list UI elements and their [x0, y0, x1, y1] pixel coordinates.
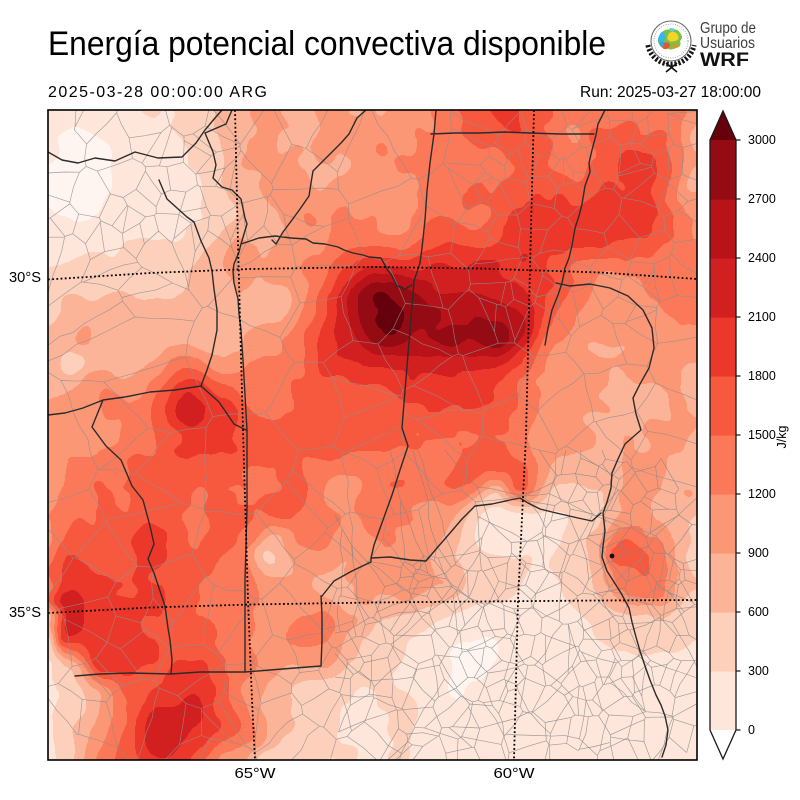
svg-text:600: 600	[748, 605, 769, 619]
svg-text:300: 300	[748, 664, 769, 678]
svg-text:60°W: 60°W	[494, 766, 535, 782]
svg-text:3000: 3000	[748, 133, 776, 147]
svg-text:Usuarios: Usuarios	[700, 35, 755, 52]
svg-text:2700: 2700	[748, 192, 776, 206]
svg-text:1800: 1800	[748, 369, 776, 383]
svg-text:Run: 2025-03-27 18:00:00: Run: 2025-03-27 18:00:00	[580, 84, 761, 101]
svg-text:0: 0	[748, 723, 755, 737]
svg-text:2025-03-28 00:00:00 ARG: 2025-03-28 00:00:00 ARG	[48, 84, 267, 101]
svg-text:65°W: 65°W	[235, 766, 276, 782]
svg-text:Grupo de: Grupo de	[700, 20, 756, 37]
svg-text:30°S: 30°S	[9, 270, 41, 286]
svg-text:J/kg: J/kg	[775, 425, 789, 448]
svg-text:1500: 1500	[748, 428, 776, 442]
svg-text:Energía potencial convectiva d: Energía potencial convectiva disponible	[48, 25, 606, 63]
svg-text:1200: 1200	[748, 487, 776, 501]
svg-text:900: 900	[748, 546, 769, 560]
svg-text:WRF: WRF	[700, 50, 749, 71]
svg-text:35°S: 35°S	[9, 605, 41, 621]
svg-text:2100: 2100	[748, 310, 776, 324]
svg-text:2400: 2400	[748, 251, 776, 265]
